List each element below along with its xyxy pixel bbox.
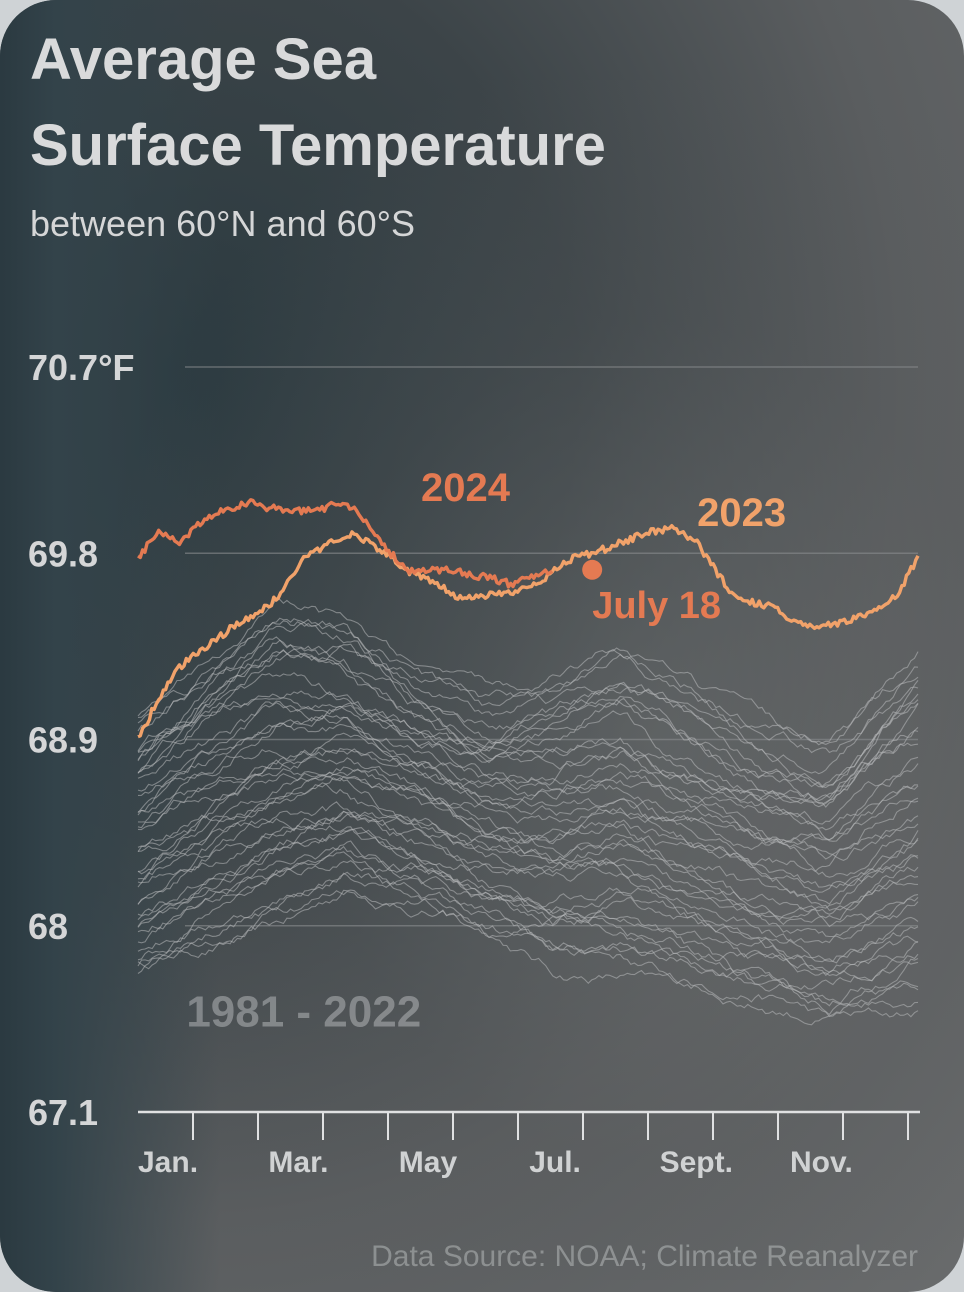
series-2023-label: 2023: [697, 491, 786, 535]
historical-year-line: [137, 782, 919, 926]
label-layer: 2024 2023 1981 - 2022 July 18: [186, 466, 786, 1037]
historical-year-line: [137, 845, 919, 990]
data-source: Data Source: NOAA; Climate Reanalyzer: [371, 1240, 918, 1273]
historical-year-line: [137, 810, 919, 964]
series-2024-line: [137, 498, 554, 589]
historical-year-line: [137, 775, 919, 905]
historical-year-line: [137, 889, 919, 1018]
historical-year-line: [137, 722, 919, 841]
y-tick-label: 67.1: [28, 1092, 98, 1133]
historical-year-line: [137, 810, 919, 928]
historical-year-line: [137, 871, 919, 1007]
x-tick-label: May: [399, 1146, 458, 1179]
historical-year-line: [137, 774, 919, 919]
historical-year-line: [137, 860, 919, 977]
y-tick-label: 68.9: [28, 720, 98, 761]
historical-year-line: [137, 748, 919, 851]
historical-year-line: [137, 700, 919, 845]
historical-year-line: [137, 714, 919, 860]
historical-year-line: [137, 598, 919, 745]
historical-year-line: [137, 648, 919, 788]
historical-year-line: [137, 672, 919, 805]
historical-year-line: [137, 768, 919, 889]
annotation-label: July 18: [592, 585, 721, 627]
historical-year-line: [137, 825, 919, 947]
historical-year-line: [137, 617, 919, 746]
historical-year-line: [137, 827, 919, 962]
satellite-background-cloud: [120, 80, 964, 1280]
y-tick-label: 70.7°F: [28, 347, 134, 388]
historical-lines-layer: [137, 598, 919, 1026]
series-layer: [137, 498, 920, 739]
historical-year-line: [137, 622, 919, 789]
historical-year-line: [137, 701, 919, 825]
y-tick-label: 69.8: [28, 533, 98, 574]
chart-title-line2: Surface Temperature: [30, 113, 606, 178]
x-tick-label: Nov.: [790, 1146, 853, 1179]
historical-year-line: [137, 851, 919, 1016]
chart-subtitle: between 60°N and 60°S: [30, 203, 416, 244]
x-tick-label: Jul.: [529, 1146, 581, 1179]
historical-year-line: [137, 639, 919, 754]
y-tick-label: 68: [28, 906, 68, 947]
historical-year-line: [137, 647, 919, 808]
x-tick-label: Sept.: [660, 1146, 733, 1179]
historical-year-line: [137, 828, 919, 981]
series-2023-line: [137, 524, 920, 739]
historical-year-line: [137, 690, 919, 808]
x-tick-label: Jan.: [138, 1146, 198, 1179]
historical-label: 1981 - 2022: [186, 988, 421, 1037]
historical-year-line: [137, 813, 919, 921]
historical-year-line: [137, 766, 919, 873]
historical-year-line: [137, 636, 919, 802]
historical-year-line: [137, 649, 919, 788]
historical-year-line: [137, 693, 919, 805]
chart-title-line1: Average Sea: [30, 27, 377, 92]
x-tick-label: Mar.: [268, 1146, 328, 1179]
historical-year-line: [137, 872, 919, 1009]
series-2024-label: 2024: [421, 466, 511, 510]
axis-layer: 70.7°F 69.8 68.9 68 67.1 Jan. Mar. May Jul. Sept.…: [28, 347, 920, 1179]
annotation-dot: [582, 559, 603, 580]
historical-year-line: [137, 618, 919, 775]
